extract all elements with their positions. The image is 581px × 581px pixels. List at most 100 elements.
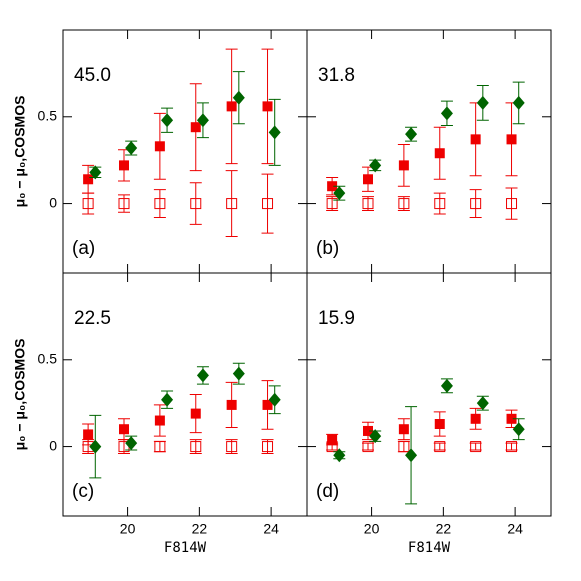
error-bar	[118, 194, 130, 213]
marker	[440, 106, 453, 121]
marker	[190, 441, 202, 453]
error-bar	[153, 189, 166, 218]
marker	[326, 198, 338, 210]
x-tick-label: 20	[120, 521, 136, 537]
annotation: 22.5	[74, 308, 111, 329]
marker	[434, 441, 446, 453]
marker	[262, 101, 273, 112]
marker	[506, 413, 517, 424]
marker	[154, 198, 166, 210]
y-tick-label: 0.5	[38, 107, 58, 123]
marker	[226, 101, 237, 112]
marker	[512, 422, 525, 437]
marker	[326, 441, 338, 453]
marker	[190, 408, 201, 419]
marker	[476, 396, 489, 411]
marker	[83, 174, 94, 185]
x-axis-label: F814W	[408, 540, 451, 556]
marker	[470, 441, 482, 453]
x-tick-label: 22	[436, 521, 452, 537]
marker	[82, 198, 94, 210]
marker	[369, 429, 382, 444]
marker	[362, 441, 374, 453]
marker	[405, 127, 418, 142]
error-bar	[433, 192, 446, 215]
marker	[89, 439, 102, 454]
marker	[398, 424, 409, 435]
y-tick-label: 0	[49, 437, 57, 453]
marker	[405, 448, 418, 463]
marker	[226, 441, 238, 453]
x-tick-label: 24	[263, 521, 279, 537]
marker	[268, 125, 281, 140]
annotation: 45.0	[74, 65, 111, 86]
plot-frame	[306, 272, 552, 517]
marker	[118, 198, 130, 210]
error-bar	[326, 442, 339, 451]
marker	[327, 434, 338, 445]
y-axis-label: μ₀ − μ₀,COSMOS	[12, 339, 28, 451]
x-tick-label: 24	[507, 521, 523, 537]
error-bar	[189, 182, 202, 225]
x-axis-label: F814W	[164, 540, 207, 556]
marker	[161, 392, 174, 407]
marker	[506, 134, 517, 145]
marker	[262, 399, 273, 410]
error-bar	[153, 440, 166, 453]
marker	[196, 368, 209, 383]
panel-label: (d)	[316, 481, 339, 502]
marker	[333, 186, 346, 201]
marker	[470, 198, 482, 210]
marker	[327, 181, 338, 192]
marker	[262, 198, 274, 210]
annotation: 15.9	[318, 308, 355, 329]
marker	[398, 160, 409, 171]
marker	[434, 419, 445, 430]
marker	[125, 141, 138, 156]
marker	[369, 158, 382, 173]
error-bar	[505, 187, 518, 220]
marker	[434, 148, 445, 159]
marker	[119, 160, 129, 171]
marker	[83, 429, 94, 440]
error-bar	[397, 440, 410, 453]
y-axis-label: μ₀ − μ₀,COSMOS	[12, 96, 28, 208]
marker	[470, 413, 481, 424]
marker	[190, 198, 202, 210]
marker	[125, 436, 138, 451]
marker	[512, 95, 525, 110]
marker	[154, 441, 166, 453]
error-bar	[433, 442, 446, 451]
panel-label: (a)	[72, 238, 95, 259]
annotation: 31.8	[318, 65, 355, 86]
marker	[506, 441, 518, 453]
marker	[470, 134, 481, 145]
marker	[196, 113, 209, 128]
marker	[226, 198, 238, 210]
y-tick-label: 0	[49, 194, 57, 210]
error-bar	[225, 170, 238, 238]
marker	[161, 113, 174, 128]
marker	[506, 198, 518, 210]
x-tick-label: 20	[364, 521, 380, 537]
marker	[190, 122, 201, 133]
marker	[440, 378, 453, 393]
marker	[476, 95, 489, 110]
x-tick-label: 22	[192, 521, 208, 537]
marker	[434, 198, 446, 210]
marker	[232, 90, 245, 105]
marker	[363, 425, 373, 436]
marker	[262, 441, 274, 453]
marker	[363, 174, 373, 185]
marker	[268, 392, 281, 407]
error-bar	[261, 173, 274, 234]
marker	[154, 415, 165, 426]
marker	[333, 448, 346, 463]
error-bar	[469, 189, 482, 218]
marker	[398, 441, 410, 453]
marker	[89, 165, 102, 180]
panel-label: (c)	[72, 481, 94, 502]
y-tick-label: 0.5	[38, 350, 58, 366]
marker	[119, 424, 129, 435]
